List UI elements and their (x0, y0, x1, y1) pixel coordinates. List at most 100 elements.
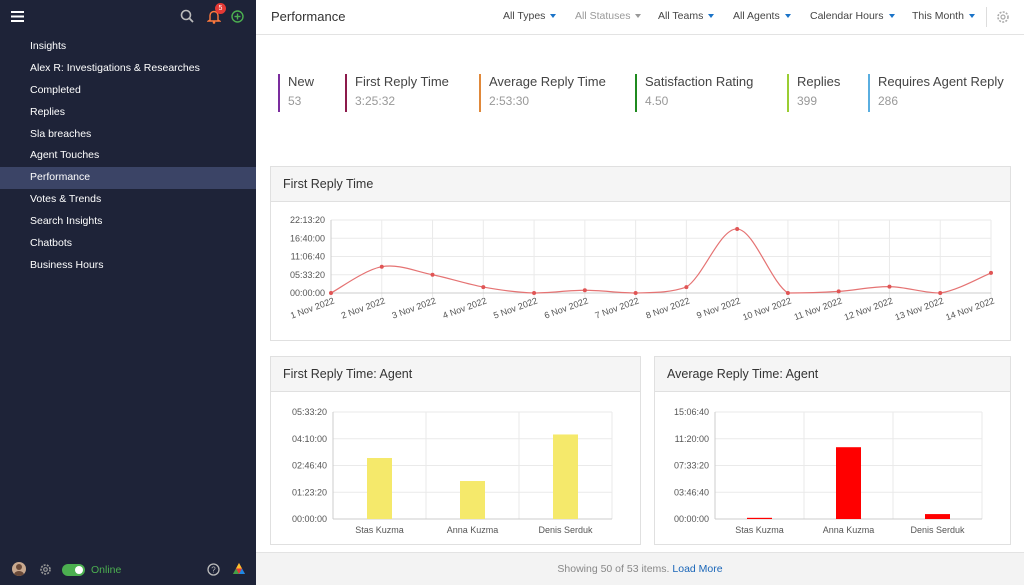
search-icon[interactable] (180, 9, 194, 23)
first-reply-time-panel: First Reply Time 00:00:00 05:33:20 11:06:4… (270, 166, 1011, 341)
y-tick-label: 00:00:00 (674, 514, 709, 524)
x-tick-label: 13 Nov 2022 (894, 295, 945, 322)
sidebar-item-business-hours[interactable]: Business Hours (30, 258, 104, 271)
y-tick-label: 22:13:20 (290, 215, 325, 225)
stat-replies[interactable]: Replies 399 (787, 74, 840, 112)
bar[interactable] (836, 447, 861, 519)
stat-value: 3:25:32 (355, 94, 396, 108)
stat-label: Replies (797, 74, 841, 89)
x-tick-label: 8 Nov 2022 (644, 295, 691, 320)
x-tick-label: 3 Nov 2022 (391, 295, 438, 320)
gear-icon[interactable] (39, 563, 52, 576)
y-tick-label: 11:20:00 (675, 434, 709, 444)
settings-icon[interactable] (996, 10, 1010, 24)
first-reply-agent-chart: 00:00:00 01:23:20 02:46:40 04:10:00 05:33:20… (292, 407, 613, 535)
filter-all-types[interactable]: All Types (503, 10, 557, 22)
y-tick-label: 11:06:40 (291, 252, 325, 262)
sidebar-item-replies[interactable]: Replies (30, 105, 66, 118)
filter-all-teams[interactable]: All Teams (658, 10, 715, 22)
sidebar-item-insights[interactable]: Insights (30, 40, 67, 52)
data-point[interactable] (379, 264, 384, 269)
online-toggle[interactable] (62, 564, 85, 576)
panel-title: Average Reply Time: Agent (655, 357, 1010, 392)
divider (986, 7, 987, 27)
stat-value: 286 (878, 94, 899, 108)
page-title: Performance (271, 9, 346, 24)
stat-label: New (288, 74, 315, 89)
help-icon[interactable]: ? (207, 563, 220, 576)
avg-reply-agent-chart: 00:00:00 03:46:40 07:33:20 11:20:00 15:06:40… (674, 407, 983, 535)
data-point[interactable] (887, 284, 892, 289)
sidebar-item-agent-touches[interactable]: Agent Touches (30, 149, 100, 162)
data-point[interactable] (735, 226, 740, 231)
pagination-footer: Showing 50 of 53 items. Load More (256, 552, 1024, 585)
caret-down-icon (784, 14, 791, 19)
bar[interactable] (367, 458, 392, 519)
menu-icon[interactable] (11, 11, 24, 22)
showing-text: Showing 50 of 53 items. (557, 563, 670, 575)
y-tick-label: 00:00:00 (292, 514, 327, 524)
sidebar-item-performance[interactable]: Performance (0, 167, 256, 190)
avatar[interactable] (12, 562, 26, 576)
stat-label: First Reply Time (355, 74, 449, 89)
filter-calendar-hours[interactable]: Calendar Hours (810, 10, 895, 22)
filter-this-month[interactable]: This Month (912, 10, 975, 22)
stat-satisfaction-rating[interactable]: Satisfaction Rating 4.50 (635, 74, 753, 112)
notification-badge: 5 (215, 3, 226, 14)
stat-new[interactable]: New 53 (278, 74, 314, 112)
x-tick-label: Anna Kuzma (447, 525, 499, 535)
bar[interactable] (460, 481, 485, 519)
sidebar-item-chatbots[interactable]: Chatbots (30, 237, 73, 250)
filter-label: All Types (503, 10, 546, 22)
stat-label: Requires Agent Reply (878, 74, 1004, 89)
sidebar-item-votes-trends[interactable]: Votes & Trends (30, 193, 102, 206)
bar[interactable] (747, 517, 772, 519)
first-reply-time-chart: 00:00:00 05:33:20 11:06:40 16:40:00 22:13:20… (289, 215, 996, 322)
filter-label: All Agents (733, 10, 780, 22)
data-point[interactable] (836, 289, 841, 294)
filter-all-statuses[interactable]: All Statuses (575, 10, 642, 22)
stat-requires-agent-reply[interactable]: Requires Agent Reply 286 (868, 74, 1004, 112)
status-label: Online (91, 564, 122, 576)
sidebar-item-completed[interactable]: Completed (30, 83, 81, 96)
data-point[interactable] (329, 291, 333, 295)
stat-first-reply-time[interactable]: First Reply Time 3:25:32 (345, 74, 449, 112)
data-point[interactable] (582, 288, 587, 293)
svg-text:?: ? (211, 566, 216, 575)
data-point[interactable] (481, 285, 486, 290)
x-tick-label: 12 Nov 2022 (843, 295, 894, 322)
load-more-link[interactable]: Load More (672, 563, 723, 575)
data-point[interactable] (684, 285, 689, 290)
sidebar-item-alex-r-investigations-researches[interactable]: Alex R: Investigations & Researches (30, 61, 200, 74)
apps-icon[interactable] (232, 562, 246, 576)
data-point[interactable] (938, 291, 943, 295)
stat-label: Average Reply Time (489, 74, 606, 89)
filter-label: All Teams (658, 10, 704, 22)
stat-value: 399 (797, 94, 818, 108)
data-point[interactable] (633, 291, 638, 295)
series-line (330, 228, 992, 294)
x-tick-label: 6 Nov 2022 (543, 295, 590, 320)
bar[interactable] (553, 434, 578, 519)
y-tick-label: 01:23:20 (292, 487, 327, 497)
x-tick-label: 5 Nov 2022 (492, 295, 539, 320)
stat-average-reply-time[interactable]: Average Reply Time 2:53:30 (479, 74, 606, 112)
x-tick-label: 2 Nov 2022 (340, 295, 387, 320)
data-point[interactable] (989, 270, 993, 275)
stat-value: 53 (288, 94, 302, 108)
x-tick-label: 10 Nov 2022 (741, 295, 792, 322)
bar[interactable] (925, 514, 950, 519)
data-point[interactable] (532, 291, 537, 295)
data-point[interactable] (430, 272, 435, 277)
x-tick-label: 9 Nov 2022 (695, 295, 742, 320)
caret-down-icon (968, 14, 975, 19)
avg-reply-agent-panel: Average Reply Time: Agent 00:00:00 03:46:… (654, 356, 1011, 545)
add-icon[interactable] (231, 10, 244, 23)
filter-all-agents[interactable]: All Agents (733, 10, 791, 22)
y-tick-label: 04:10:00 (292, 434, 327, 444)
sidebar-item-search-insights[interactable]: Search Insights (30, 215, 103, 228)
data-point[interactable] (785, 291, 790, 295)
sidebar-item-sla-breaches[interactable]: Sla breaches (30, 127, 92, 140)
filter-label: All Statuses (575, 10, 631, 22)
filter-label: This Month (912, 10, 964, 22)
